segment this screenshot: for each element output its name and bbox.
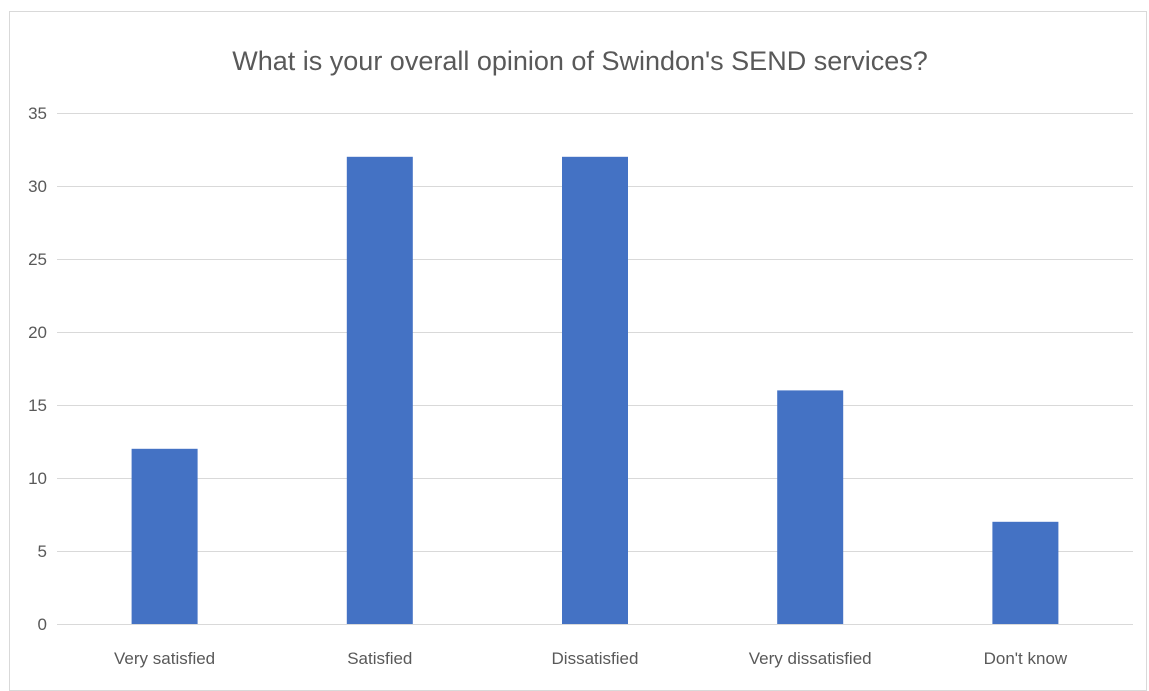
- bar-don-t-know: [992, 521, 1059, 624]
- bar-very-dissatisfied: [777, 390, 844, 624]
- bar-very-satisfied: [131, 448, 198, 624]
- x-axis-tick-labels: Very satisfied Satisfied Dissatisfied Very …: [114, 649, 1068, 668]
- bars: [131, 156, 1059, 625]
- bar-satisfied: [346, 156, 413, 625]
- y-tick-label: 0: [38, 615, 47, 634]
- x-tick-label: Don't know: [984, 649, 1068, 668]
- y-axis-tick-labels: 0 5 10 15 20 25 30 35: [28, 104, 47, 634]
- x-tick-label: Very satisfied: [114, 649, 215, 668]
- y-tick-label: 15: [28, 396, 47, 415]
- x-tick-label: Satisfied: [347, 649, 412, 668]
- y-tick-label: 20: [28, 323, 47, 342]
- y-tick-label: 25: [28, 250, 47, 269]
- y-tick-label: 30: [28, 177, 47, 196]
- x-tick-label: Very dissatisfied: [749, 649, 872, 668]
- bar-dissatisfied: [562, 156, 628, 625]
- y-tick-label: 10: [28, 469, 47, 488]
- y-tick-label: 35: [28, 104, 47, 123]
- chart-title: What is your overall opinion of Swindon'…: [232, 46, 927, 76]
- y-tick-label: 5: [38, 542, 47, 561]
- x-tick-label: Dissatisfied: [552, 649, 639, 668]
